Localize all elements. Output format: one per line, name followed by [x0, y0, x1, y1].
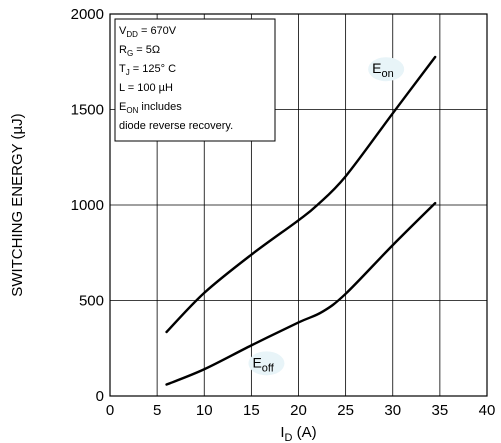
y-tick-label: 500: [79, 293, 104, 310]
series-label-Eon: Eon: [372, 60, 394, 80]
x-tick-label: 35: [432, 402, 449, 419]
series-label-Eoff: Eoff: [252, 354, 274, 374]
conditions-box-frame: [114, 18, 276, 142]
series-label-highlight: [368, 57, 405, 82]
conditions-line: L = 100 µH: [119, 82, 173, 94]
y-axis-title: SWITCHING ENERGY (µJ): [9, 113, 26, 296]
x-axis-title: ID (A): [280, 424, 316, 443]
series-line-Eoff: [165, 201, 437, 386]
y-tick-label: 1500: [71, 102, 104, 119]
x-tick-label: 20: [290, 402, 307, 419]
x-tick-label: 15: [243, 402, 260, 419]
series-label-highlight: [248, 351, 285, 376]
y-tick-label: 1000: [71, 197, 104, 214]
y-tick-label: 0: [96, 388, 104, 405]
x-tick-label: 0: [106, 402, 114, 419]
y-tick-label: 2000: [71, 6, 104, 23]
conditions-line: EON includes: [119, 101, 182, 115]
x-tick-label: 30: [384, 402, 401, 419]
x-tick-label: 5: [153, 402, 161, 419]
series-lines: [165, 55, 437, 386]
conditions-line: TJ = 125° C: [119, 63, 176, 77]
conditions-line: diode reverse recovery.: [119, 120, 233, 132]
conditions-box: VDD = 670V RG = 5Ω TJ = 125° C L = 100 µH EO…: [114, 18, 276, 142]
x-tick-label: 40: [479, 402, 496, 419]
x-axis-ticks: 0 5 10 15 20 25 30 35 40: [106, 402, 496, 419]
y-axis-ticks: 0 500 1000 1500 2000: [71, 6, 104, 405]
x-tick-label: 25: [337, 402, 354, 419]
conditions-line: VDD = 670V: [119, 25, 177, 39]
plot-frame: [109, 13, 488, 397]
series-labels: Eon Eoff: [248, 57, 405, 376]
series-line-Eon: [165, 55, 437, 334]
x-tick-label: 10: [196, 402, 213, 419]
conditions-line: RG = 5Ω: [119, 44, 160, 58]
